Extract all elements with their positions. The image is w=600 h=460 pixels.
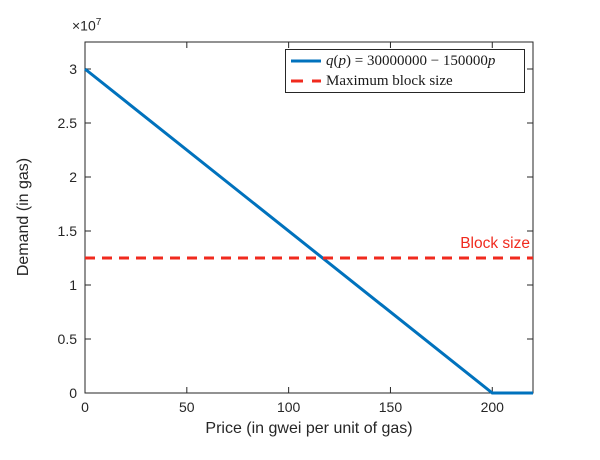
- y-tick-label: 2: [69, 169, 77, 185]
- y-tick-label: 2.5: [57, 115, 77, 131]
- x-tick-label: 150: [378, 399, 403, 415]
- legend-solid-line-sample: [291, 59, 321, 63]
- y-tick-label: 3: [69, 61, 77, 77]
- y-tick-label: 1.5: [57, 223, 77, 239]
- x-tick-label: 100: [276, 399, 301, 415]
- x-axis-label: Price (in gwei per unit of gas): [205, 420, 413, 437]
- x-tick-label: 200: [480, 399, 504, 415]
- legend-entry-block-size: Maximum block size: [290, 71, 520, 91]
- y-axis-label: Demand (in gas): [15, 157, 32, 277]
- legend-box: q(p) = 30000000 − 150000p Maximum block …: [285, 49, 525, 93]
- y-axis-exponent-power: 7: [95, 17, 102, 28]
- y-tick-label: 1: [69, 277, 77, 293]
- block-size-annotation: Block size: [460, 235, 530, 252]
- legend-label-demand: q(p) = 30000000 − 150000p: [326, 53, 496, 69]
- x-tick-label: 50: [179, 399, 195, 415]
- legend-dashed-line-sample: [291, 79, 321, 83]
- x-tick-label: 0: [81, 399, 89, 415]
- series-line-0: [84, 67, 533, 395]
- y-tick-label: 0.5: [57, 331, 77, 347]
- y-axis-exponent-base: ×10: [72, 17, 96, 34]
- y-axis-exponent-label: ×107: [72, 17, 101, 34]
- legend-label-block-size: Maximum block size: [326, 73, 453, 89]
- legend-entry-demand: q(p) = 30000000 − 150000p: [290, 51, 520, 71]
- y-tick-label: 0: [69, 385, 77, 401]
- axes-box: [84, 41, 534, 394]
